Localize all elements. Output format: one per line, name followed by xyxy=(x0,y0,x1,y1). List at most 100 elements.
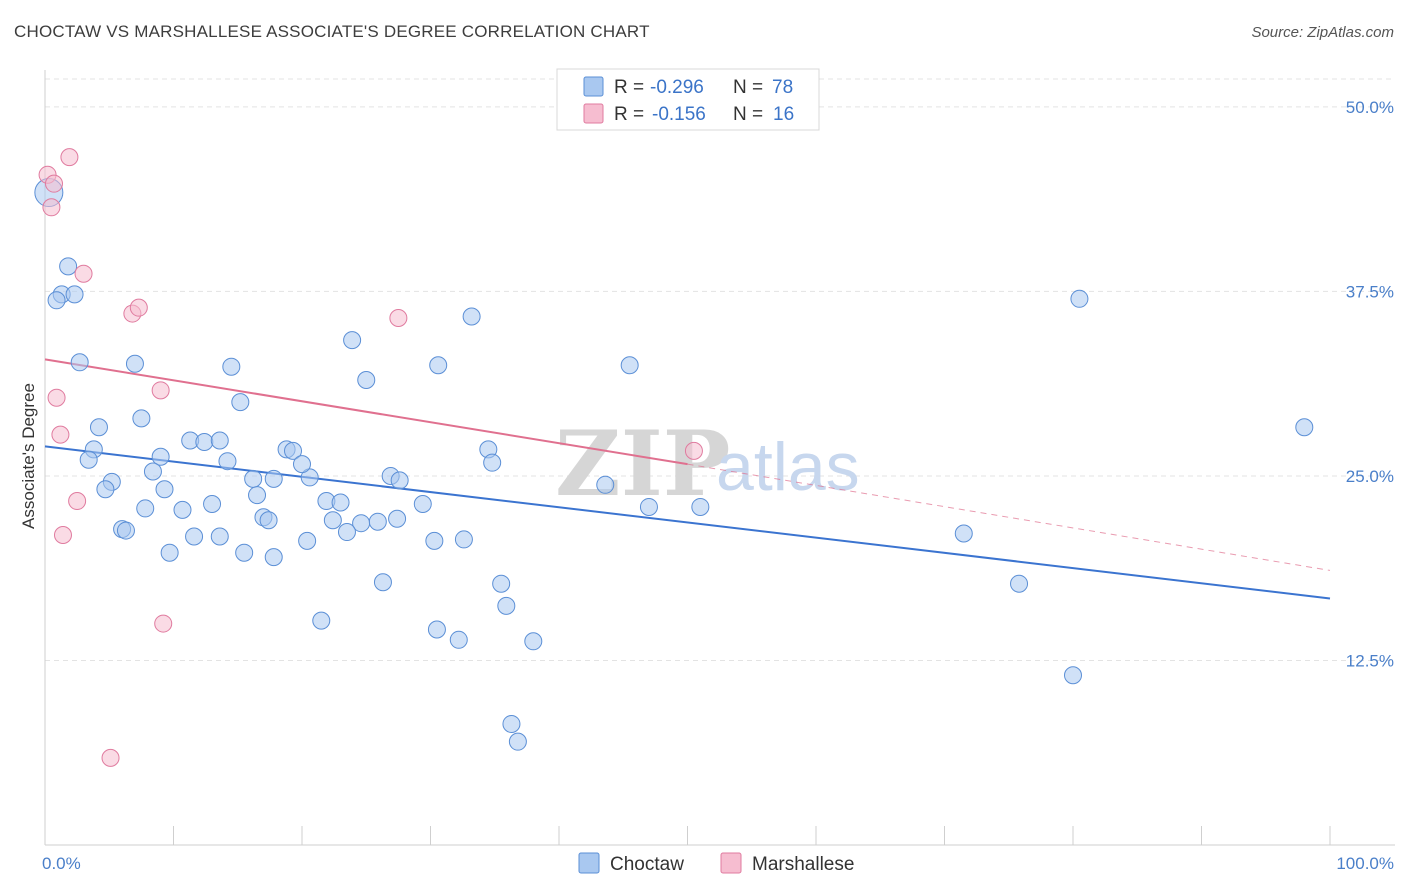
point-choctaw-64 xyxy=(312,611,331,630)
point-choctaw-41 xyxy=(259,511,278,530)
watermark-atlas: atlas xyxy=(716,429,860,505)
point-choctaw-63 xyxy=(497,596,516,615)
point-choctaw-11 xyxy=(462,307,481,326)
point-choctaw-4 xyxy=(47,291,66,310)
point-marshallese-1 xyxy=(60,148,79,167)
point-choctaw-28 xyxy=(96,480,115,499)
point-choctaw-44 xyxy=(323,511,342,530)
point-marshallese-11 xyxy=(684,441,703,460)
point-choctaw-69 xyxy=(639,497,658,516)
point-choctaw-30 xyxy=(244,469,263,488)
data-points xyxy=(34,148,1314,767)
point-choctaw-6 xyxy=(125,354,144,373)
legend-n-value-choctaw: 78 xyxy=(772,77,793,98)
point-marshallese-7 xyxy=(389,309,408,327)
point-marshallese-2 xyxy=(44,174,63,193)
x-tick-label-1: 100.0% xyxy=(1336,854,1394,873)
y-tick-label-2: 37.5% xyxy=(1346,282,1394,301)
chart-title: CHOCTAW VS MARSHALLESE ASSOCIATE'S DEGRE… xyxy=(14,22,650,41)
series-marshallese xyxy=(38,148,703,767)
point-choctaw-54 xyxy=(298,531,317,550)
point-choctaw-66 xyxy=(449,630,468,649)
point-choctaw-68 xyxy=(596,475,615,494)
point-choctaw-32 xyxy=(293,455,311,474)
point-choctaw-25 xyxy=(300,468,319,487)
point-choctaw-10 xyxy=(343,331,362,350)
point-choctaw-1 xyxy=(59,257,78,276)
point-choctaw-20 xyxy=(195,433,214,451)
watermark: ZIP atlas xyxy=(555,411,860,517)
point-choctaw-61 xyxy=(373,573,392,592)
legend-n-value-marshallese: 16 xyxy=(773,104,794,125)
bottom-legend-swatch-marshallese xyxy=(720,852,742,874)
point-choctaw-26 xyxy=(143,462,162,481)
point-choctaw-55 xyxy=(337,523,356,542)
point-choctaw-29 xyxy=(155,480,174,499)
point-marshallese-3 xyxy=(42,198,61,217)
legend-r-label-choctaw: R = xyxy=(614,77,644,98)
point-choctaw-73 xyxy=(1070,289,1089,308)
legend-r-value-choctaw: -0.296 xyxy=(650,77,704,98)
point-choctaw-52 xyxy=(185,527,204,546)
point-choctaw-48 xyxy=(413,495,432,513)
trend-line-choctaw xyxy=(44,445,1331,600)
point-choctaw-58 xyxy=(160,543,179,562)
point-marshallese-12 xyxy=(68,492,87,511)
legend-n-label-marshallese: N = xyxy=(733,104,763,125)
point-choctaw-7 xyxy=(222,357,241,376)
source-label: Source: ZipAtlas.com xyxy=(1251,24,1394,41)
point-choctaw-5 xyxy=(70,353,89,372)
y-axis-label: Associate's Degree xyxy=(19,383,38,529)
point-choctaw-67 xyxy=(524,632,543,651)
x-tick-label-0: 0.0% xyxy=(42,854,81,873)
trend-lines xyxy=(44,358,1331,600)
y-tick-label-3: 50.0% xyxy=(1346,98,1394,117)
point-choctaw-34 xyxy=(390,471,409,490)
point-choctaw-31 xyxy=(264,469,283,488)
point-marshallese-6 xyxy=(129,298,148,317)
point-choctaw-36 xyxy=(248,486,267,505)
point-choctaw-76 xyxy=(502,714,521,733)
point-marshallese-9 xyxy=(151,381,170,400)
point-choctaw-13 xyxy=(231,393,250,412)
gridlines xyxy=(45,78,1395,661)
point-choctaw-18 xyxy=(151,447,170,466)
point-choctaw-43 xyxy=(331,493,350,512)
point-marshallese-8 xyxy=(47,388,66,407)
point-marshallese-14 xyxy=(154,614,173,633)
point-choctaw-59 xyxy=(235,543,254,562)
point-choctaw-39 xyxy=(203,495,222,513)
point-choctaw-9 xyxy=(620,356,639,375)
point-choctaw-77 xyxy=(508,732,527,751)
legend: R = -0.296 N = 78 R = -0.156 N = 16 xyxy=(556,68,820,131)
point-choctaw-38 xyxy=(173,500,192,519)
point-choctaw-46 xyxy=(368,512,387,531)
point-choctaw-70 xyxy=(691,497,710,516)
point-choctaw-22 xyxy=(218,452,237,471)
point-marshallese-13 xyxy=(53,526,72,544)
point-marshallese-4 xyxy=(74,264,93,283)
point-choctaw-57 xyxy=(454,530,473,549)
series-choctaw xyxy=(34,178,1314,751)
point-choctaw-37 xyxy=(136,499,155,518)
point-choctaw-49 xyxy=(483,453,502,472)
point-choctaw-74 xyxy=(1064,666,1082,685)
point-marshallese-15 xyxy=(101,748,120,767)
point-choctaw-71 xyxy=(954,524,973,543)
point-choctaw-12 xyxy=(357,371,376,389)
x-tick-labels: 0.0% 100.0% xyxy=(42,854,1394,873)
point-choctaw-47 xyxy=(388,509,407,528)
point-choctaw-15 xyxy=(89,418,108,437)
bottom-legend-swatch-choctaw xyxy=(578,852,600,874)
point-choctaw-24 xyxy=(284,441,303,460)
point-choctaw-62 xyxy=(492,574,511,593)
point-choctaw-3 xyxy=(65,285,84,304)
legend-swatch-choctaw xyxy=(583,76,604,97)
point-choctaw-8 xyxy=(429,356,448,375)
y-tick-labels: 12.5% 25.0% 37.5% 50.0% xyxy=(1346,98,1394,671)
point-choctaw-60 xyxy=(264,548,283,567)
point-choctaw-51 xyxy=(116,521,135,540)
point-choctaw-75 xyxy=(1295,418,1314,437)
point-marshallese-10 xyxy=(51,425,70,444)
